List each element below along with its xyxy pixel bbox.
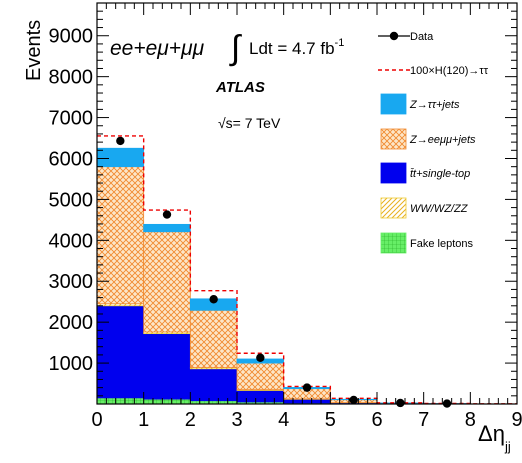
y-tick-label-9000: 9000: [49, 26, 94, 48]
legend-label-5: WW/WZ/ZZ: [410, 203, 469, 215]
data-point-6: [396, 398, 405, 408]
legend-data-marker: [389, 31, 399, 41]
legend-label-3: Z→eeμμ+jets: [409, 134, 476, 146]
y-tick-label-8000: 8000: [49, 67, 94, 89]
legend: Data 100×H(120)→ττ Z→ττ+jets Z→eeμμ+jets t̄t…: [378, 31, 489, 254]
legend-swatch-5: [380, 197, 407, 219]
y-axis-label: Events: [23, 20, 45, 81]
x-tick-label-3: 3: [231, 409, 242, 431]
bar-z-ee-jets-bin-1: [143, 231, 191, 333]
y-tick-label-3000: 3000: [49, 271, 94, 293]
bar-z-ee-jets-bin-3: [236, 362, 285, 391]
data-point-4: [302, 383, 312, 392]
bar-t-t-single-top-bin-3: [236, 390, 285, 403]
axis-tick-labels: 0 1 2 3 4 5 6 7 8 9 1000 2000 3000 4000 5000 6000 7000 80…: [49, 26, 522, 431]
y-tick-label-7000: 7000: [49, 108, 94, 130]
legend-label-4: t̄t+single-top: [410, 168, 470, 180]
data-point-0: [116, 136, 125, 146]
stacked-bars: [96, 147, 518, 405]
x-axis-label: Δηjj: [478, 421, 511, 454]
bar-t-t-single-top-bin-0: [96, 305, 145, 399]
bar-z-ee-jets-bin-2: [189, 309, 238, 368]
legend-entry-4: t̄t+single-top: [380, 162, 470, 184]
x-tick-label-8: 8: [465, 409, 476, 431]
data-point-5: [349, 395, 358, 405]
legend-entry-3: Z→eeμμ+jets: [380, 128, 476, 150]
bar-z-ee-jets-bin-0: [96, 166, 145, 305]
bar-t-t-single-top-bin-4: [283, 398, 331, 404]
data-point-1: [162, 210, 172, 219]
legend-entry-6: Fake leptons: [380, 232, 473, 254]
legend-swatch-3: [380, 128, 407, 150]
x-tick-label-1: 1: [138, 409, 149, 431]
lumi-exponent: -1: [335, 37, 345, 49]
legend-label-2: Z→ττ+jets: [409, 99, 460, 111]
data-points: [116, 136, 452, 408]
x-tick-label-4: 4: [278, 409, 289, 431]
legend-entry-5: WW/WZ/ZZ: [380, 197, 469, 219]
data-point-2: [209, 295, 218, 304]
bar-fake-leptons-bin-0: [96, 397, 145, 405]
x-tick-label-7: 7: [418, 409, 429, 431]
y-tick-label-2000: 2000: [49, 312, 94, 334]
x-tick-label-5: 5: [325, 409, 336, 431]
legend-label-1: 100×H(120)→ττ: [410, 65, 489, 77]
legend-entry-2: Z→ττ+jets: [380, 93, 460, 115]
x-tick-label-2: 2: [185, 409, 196, 431]
bar-fake-leptons-bin-1: [143, 398, 191, 405]
x-tick-label-0: 0: [91, 409, 102, 431]
bar-t-t-single-top-bin-1: [143, 333, 191, 400]
x-tick-label-6: 6: [371, 409, 382, 431]
plot-frame: [96, 2, 518, 405]
energy-label: √s= 7 TeV: [218, 115, 281, 131]
integral-sign: ∫: [229, 29, 242, 67]
bar-z-jets-bin-1: [143, 223, 191, 233]
x-axis-label-subscript: jj: [504, 439, 511, 454]
axis-ticks: [96, 2, 518, 405]
legend-swatch-4: [380, 162, 407, 184]
legend-swatch-6: [380, 232, 407, 254]
experiment-label: ATLAS: [215, 79, 265, 96]
legend-entry-0: Data: [378, 31, 434, 43]
legend-label-0: Data: [410, 31, 434, 43]
y-tick-label-1000: 1000: [49, 353, 94, 375]
legend-swatch-2: [380, 93, 407, 115]
x-tick-label-9: 9: [511, 409, 522, 431]
lumi-label: Ldt = 4.7 fb-1: [249, 37, 344, 58]
y-tick-label-4000: 4000: [49, 230, 94, 252]
bar-z-jets-bin-0: [96, 147, 145, 168]
bar-t-t-single-top-bin-2: [189, 368, 238, 402]
y-tick-label-6000: 6000: [49, 148, 94, 170]
legend-entry-1: 100×H(120)→ττ: [378, 65, 489, 77]
channel-label: ee+eμ+μμ: [110, 37, 205, 60]
annotations: ee+eμ+μμ ∫ Ldt = 4.7 fb-1 ATLAS √s= 7 Te…: [110, 29, 344, 131]
legend-label-6: Fake leptons: [410, 238, 473, 250]
data-point-3: [256, 353, 265, 362]
y-tick-label-5000: 5000: [49, 189, 94, 211]
